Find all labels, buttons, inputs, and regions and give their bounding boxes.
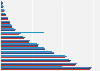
Bar (1, 9, 4, 10)
Bar (1, 43, 37, 44)
Bar (1, 53, 54, 54)
Bar (1, 69, 90, 70)
Bar (1, 28, 14, 29)
Bar (1, 6, 4, 7)
Bar (1, 38, 24, 39)
Bar (1, 10, 5, 11)
Bar (1, 3, 2, 4)
Bar (1, 66, 62, 67)
Bar (1, 61, 70, 62)
Bar (1, 2, 3, 3)
Bar (1, 27, 12, 28)
Bar (1, 36, 23, 37)
Bar (1, 5, 3, 6)
Bar (1, 22, 10, 23)
Bar (1, 47, 44, 48)
Bar (1, 11, 4, 12)
Bar (1, 55, 65, 56)
Bar (1, 32, 44, 33)
Bar (1, 56, 67, 57)
Bar (1, 25, 12, 26)
Bar (1, 21, 10, 22)
Bar (1, 17, 8, 18)
Bar (1, 65, 74, 66)
Bar (1, 34, 19, 35)
Bar (1, 57, 65, 58)
Bar (1, 13, 5, 14)
Bar (1, 64, 76, 65)
Bar (1, 18, 8, 19)
Bar (1, 52, 54, 53)
Bar (1, 67, 92, 68)
Bar (1, 59, 69, 60)
Bar (1, 19, 8, 20)
Bar (1, 42, 29, 43)
Bar (1, 40, 30, 41)
Bar (1, 15, 6, 16)
Bar (1, 68, 91, 69)
Bar (1, 26, 12, 27)
Bar (1, 23, 10, 24)
Bar (1, 48, 45, 49)
Bar (1, 49, 45, 50)
Bar (1, 33, 21, 34)
Bar (1, 1, 2, 2)
Bar (1, 46, 38, 47)
Bar (1, 14, 6, 15)
Bar (1, 29, 16, 30)
Bar (1, 41, 29, 42)
Bar (1, 37, 25, 38)
Bar (1, 51, 52, 52)
Bar (1, 44, 39, 45)
Bar (1, 63, 77, 64)
Bar (1, 4, 2, 5)
Bar (1, 24, 11, 25)
Bar (1, 7, 3, 8)
Bar (1, 60, 71, 61)
Bar (1, 30, 15, 31)
Bar (1, 45, 38, 46)
